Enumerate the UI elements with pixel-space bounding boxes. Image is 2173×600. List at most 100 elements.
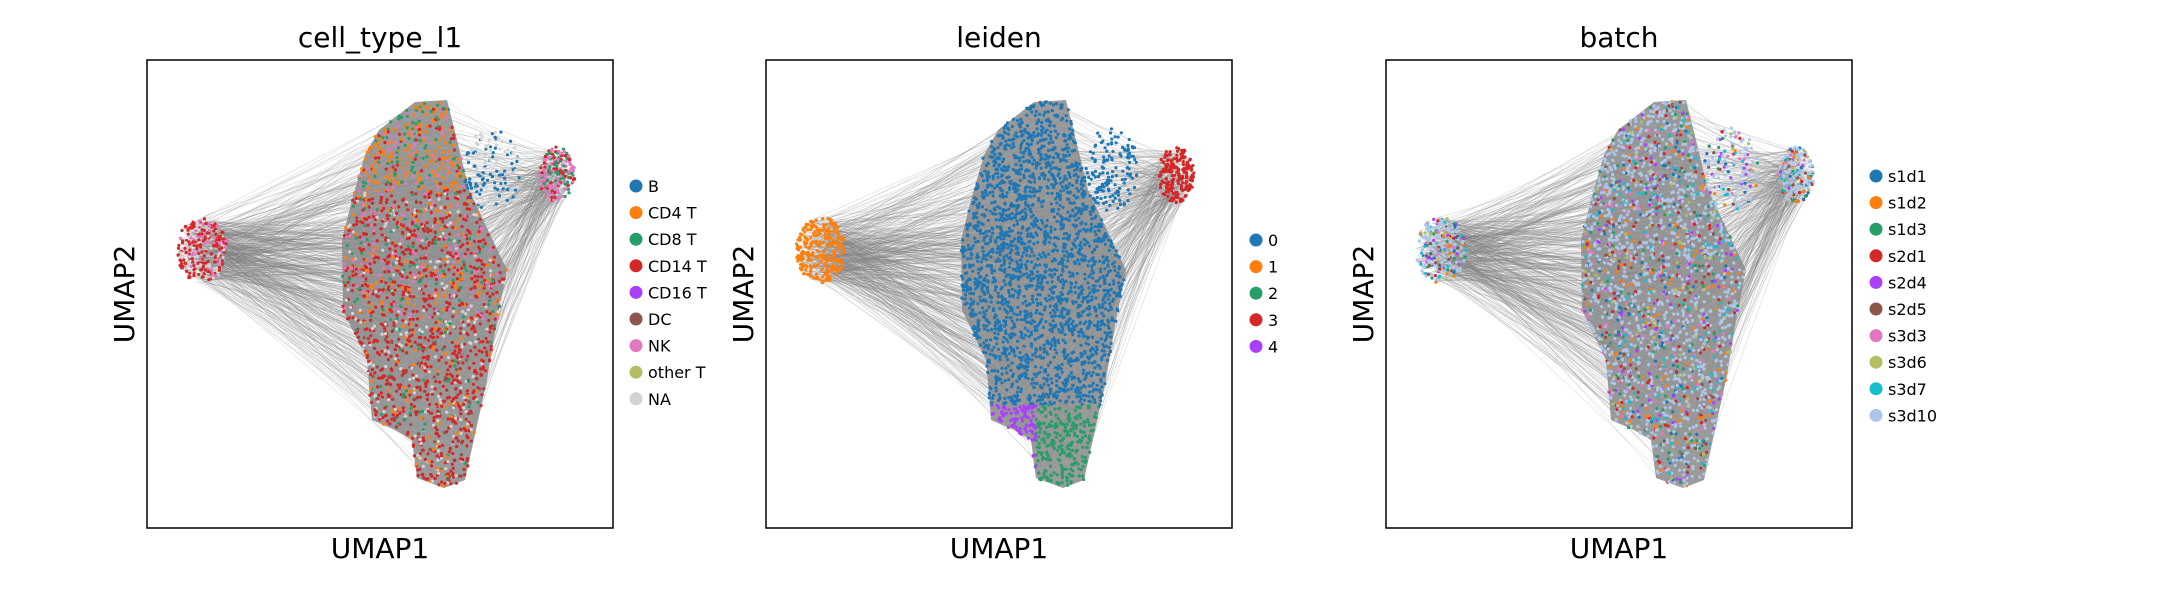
cell-point xyxy=(1007,396,1011,400)
cell-point xyxy=(488,295,492,299)
cell-point xyxy=(1067,395,1071,399)
cell-point xyxy=(211,276,215,280)
cell-point xyxy=(1091,276,1095,280)
cell-point xyxy=(985,308,989,313)
cell-point xyxy=(452,325,456,329)
cell-point xyxy=(1063,146,1068,151)
cell-point xyxy=(1076,189,1081,193)
cell-point xyxy=(390,268,394,272)
cell-point xyxy=(1019,143,1023,147)
cell-point xyxy=(395,151,399,155)
cell-point xyxy=(550,152,555,156)
cell-point xyxy=(184,224,188,228)
cell-point xyxy=(1031,235,1035,239)
cell-point xyxy=(1062,347,1067,351)
cell-point xyxy=(1014,275,1018,279)
cell-point xyxy=(414,462,418,467)
cell-point xyxy=(401,319,405,323)
cell-point xyxy=(571,180,575,184)
cell-point xyxy=(1065,399,1069,403)
cell-point xyxy=(436,186,440,190)
cell-point xyxy=(475,310,479,314)
cell-point xyxy=(1039,133,1043,137)
cell-point xyxy=(460,224,464,229)
cell-point xyxy=(1066,483,1070,487)
cell-point xyxy=(1069,357,1073,361)
cell-point xyxy=(1010,309,1014,313)
cell-point xyxy=(1057,482,1061,486)
cell-point xyxy=(498,279,502,283)
cell-point xyxy=(421,291,426,296)
cell-point xyxy=(452,272,456,276)
cell-point xyxy=(358,246,362,250)
cell-point xyxy=(1007,213,1012,217)
cell-point xyxy=(485,278,489,283)
cell-point xyxy=(192,243,196,247)
cell-point xyxy=(1034,355,1038,359)
cell-point xyxy=(1011,167,1015,172)
cell-point xyxy=(1060,481,1064,485)
cell-point xyxy=(433,294,437,298)
cell-point xyxy=(447,149,451,153)
cell-point xyxy=(1008,280,1012,284)
cell-point xyxy=(1069,136,1073,140)
cell-point xyxy=(381,308,385,312)
cell-point xyxy=(454,481,458,485)
cell-point xyxy=(1020,254,1024,258)
cell-point xyxy=(395,211,399,216)
cell-point xyxy=(474,389,479,393)
cell-point xyxy=(401,213,405,217)
cell-point xyxy=(1106,259,1110,263)
cell-point xyxy=(401,395,405,399)
cell-point xyxy=(569,166,573,170)
cell-point xyxy=(476,270,480,274)
cell-point xyxy=(341,304,345,308)
cell-point xyxy=(489,269,493,273)
cell-point xyxy=(1097,364,1101,368)
cell-point xyxy=(1065,446,1069,450)
cell-point xyxy=(1017,203,1021,208)
cell-point xyxy=(1117,265,1121,269)
cell-point xyxy=(495,143,499,147)
cell-point xyxy=(1112,290,1116,295)
cell-point xyxy=(373,210,377,214)
cell-point xyxy=(442,134,447,138)
cell-point xyxy=(983,235,987,239)
cell-point xyxy=(390,140,394,144)
cell-point xyxy=(1078,168,1082,172)
cell-point xyxy=(1083,385,1087,389)
cell-point xyxy=(1045,162,1049,166)
cell-point xyxy=(456,268,460,272)
cell-point xyxy=(462,467,466,471)
cell-point xyxy=(431,345,435,350)
cell-point xyxy=(454,294,459,298)
cell-point xyxy=(447,401,451,405)
cell-point xyxy=(1005,253,1009,257)
cell-point xyxy=(967,263,971,267)
cell-point xyxy=(428,153,432,158)
cell-point xyxy=(426,477,430,481)
cell-point xyxy=(440,404,444,408)
cell-point xyxy=(474,270,478,274)
cell-point xyxy=(558,169,562,173)
cell-point xyxy=(477,349,481,353)
cell-point xyxy=(387,285,391,289)
cell-point xyxy=(352,191,357,195)
cell-point xyxy=(363,282,368,286)
cell-point xyxy=(489,340,493,344)
cell-point xyxy=(380,349,384,353)
cell-point xyxy=(192,240,196,244)
cell-point xyxy=(386,141,390,145)
cell-point xyxy=(397,337,401,341)
cell-point xyxy=(1036,281,1040,285)
cell-point xyxy=(485,340,490,344)
cell-point xyxy=(1021,251,1026,255)
cell-point xyxy=(563,182,568,186)
cell-point xyxy=(1039,452,1043,456)
cell-point xyxy=(1084,394,1088,398)
cell-point xyxy=(1109,341,1113,345)
cell-point xyxy=(488,352,492,356)
cell-point xyxy=(1041,126,1045,131)
cell-point xyxy=(1017,367,1021,371)
cell-point xyxy=(1007,143,1012,147)
